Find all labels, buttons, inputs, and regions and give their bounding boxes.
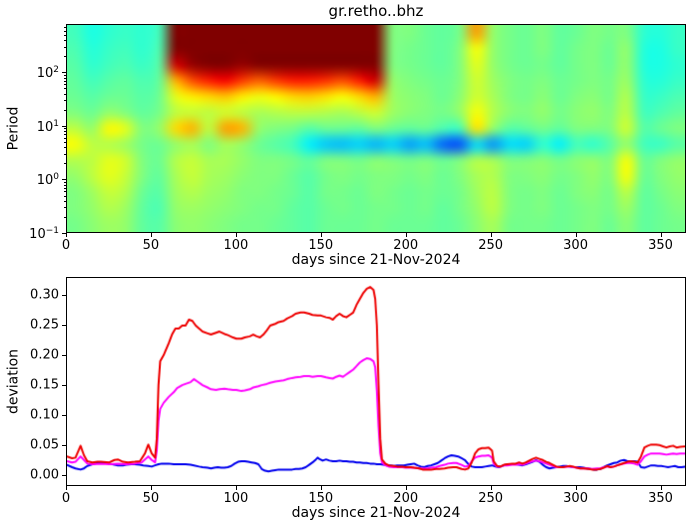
top-y-minor-tick-mark — [63, 80, 66, 82]
top-y-minor-tick-mark — [63, 74, 66, 76]
top-y-minor-tick-mark — [63, 191, 66, 193]
top-y-tick-mark — [62, 125, 66, 127]
top-y-tick-mark — [62, 233, 66, 234]
bottom-y-tick-label: 0.25 — [30, 317, 59, 333]
top-y-tick-label: 10−1 — [29, 225, 59, 243]
bottom-x-tick-mark — [405, 486, 407, 490]
top-x-tick-mark — [235, 233, 237, 237]
bottom-x-tick-mark — [235, 486, 237, 490]
top-y-minor-tick-mark — [63, 109, 66, 111]
spectrogram-axes — [66, 24, 686, 233]
top-y-minor-tick-mark — [63, 131, 66, 133]
bottom-y-tick-mark — [62, 415, 66, 417]
top-y-tick-label: 102 — [36, 65, 59, 82]
top-y-minor-tick-mark — [63, 181, 66, 183]
top-y-minor-tick-mark — [63, 200, 66, 202]
bottom-y-tick-mark — [62, 355, 66, 357]
deviation-axis-label: deviation — [5, 348, 22, 415]
top-x-tick-mark — [575, 233, 577, 237]
top-x-tick-mark — [66, 233, 67, 237]
top-x-tick-mark — [660, 233, 662, 237]
top-x-tick-label: 350 — [648, 238, 673, 253]
top-x-tick-label: 150 — [308, 238, 334, 253]
bottom-x-tick-label: 250 — [478, 491, 504, 506]
top-y-minor-tick-mark — [63, 27, 66, 29]
bottom-x-tick-label: 300 — [563, 491, 588, 506]
bottom-x-tick-mark — [575, 486, 577, 490]
bottom-x-tick-mark — [320, 486, 322, 490]
bottom-x-tick-mark — [490, 486, 492, 490]
top-y-minor-tick-mark — [63, 142, 66, 144]
top-y-minor-tick-mark — [63, 40, 66, 42]
top-x-axis-label: days since 21-Nov-2024 — [291, 252, 461, 268]
bottom-y-tick-mark — [62, 295, 66, 297]
top-y-minor-tick-mark — [63, 30, 66, 32]
bottom-x-tick-label: 50 — [142, 491, 160, 506]
top-x-tick-label: 100 — [223, 238, 249, 253]
page-title: gr.retho..bhz — [328, 2, 424, 20]
top-y-minor-tick-mark — [63, 137, 66, 139]
top-y-minor-tick-mark — [63, 128, 66, 130]
top-y-minor-tick-mark — [63, 187, 66, 189]
top-y-minor-tick-mark — [63, 184, 66, 186]
top-y-minor-tick-mark — [63, 56, 66, 58]
top-y-minor-tick-mark — [63, 88, 66, 90]
bottom-y-tick-label: 0.10 — [30, 407, 59, 423]
bottom-y-tick-mark — [62, 325, 66, 327]
top-x-tick-label: 250 — [478, 238, 504, 253]
top-x-tick-mark — [320, 233, 322, 237]
top-x-tick-mark — [405, 233, 407, 237]
bottom-x-tick-label: 0 — [61, 491, 71, 506]
top-y-minor-tick-mark — [63, 84, 66, 86]
bottom-x-tick-mark — [150, 486, 152, 490]
bottom-y-tick-label: 0.00 — [30, 467, 59, 483]
top-y-tick-mark — [62, 72, 66, 74]
bottom-x-tick-mark — [660, 486, 662, 490]
top-x-tick-label: 200 — [393, 238, 419, 253]
top-y-tick-label: 100 — [36, 172, 59, 189]
top-y-minor-tick-mark — [63, 216, 66, 218]
bottom-x-tick-label: 150 — [308, 491, 334, 506]
top-x-tick-mark — [150, 233, 152, 237]
bottom-y-tick-mark — [62, 385, 66, 387]
top-y-tick-mark — [62, 179, 66, 181]
top-y-minor-tick-mark — [63, 34, 66, 36]
bottom-x-tick-mark — [66, 486, 67, 490]
top-y-minor-tick-mark — [63, 100, 66, 102]
top-x-tick-label: 300 — [563, 238, 588, 253]
bottom-y-tick-label: 0.30 — [30, 287, 59, 303]
period-axis-label: Period — [5, 106, 22, 151]
bottom-y-tick-mark — [62, 445, 66, 447]
deviation-canvas — [67, 278, 685, 485]
bottom-x-axis-label: days since 21-Nov-2024 — [291, 505, 461, 521]
bottom-y-tick-label: 0.05 — [30, 437, 59, 453]
bottom-x-tick-label: 100 — [223, 491, 249, 506]
bottom-y-tick-label: 0.20 — [30, 347, 59, 363]
top-y-minor-tick-mark — [63, 207, 66, 209]
spectrogram-canvas — [67, 25, 685, 232]
top-y-minor-tick-mark — [63, 134, 66, 136]
bottom-y-tick-mark — [62, 475, 66, 477]
top-y-minor-tick-mark — [63, 77, 66, 79]
top-y-minor-tick-mark — [63, 93, 66, 95]
top-x-tick-label: 0 — [61, 238, 71, 253]
top-y-minor-tick-mark — [63, 147, 66, 149]
top-x-tick-label: 50 — [142, 238, 160, 253]
bottom-y-tick-label: 0.15 — [30, 377, 59, 393]
top-y-minor-tick-mark — [63, 46, 66, 48]
bottom-x-tick-label: 200 — [393, 491, 419, 506]
deviation-axes — [66, 277, 686, 486]
top-y-minor-tick-mark — [63, 195, 66, 197]
top-y-minor-tick-mark — [63, 163, 66, 165]
top-y-tick-label: 101 — [36, 118, 59, 136]
bottom-x-tick-label: 350 — [648, 491, 673, 506]
top-y-minor-tick-mark — [63, 153, 66, 155]
top-x-tick-mark — [490, 233, 492, 237]
